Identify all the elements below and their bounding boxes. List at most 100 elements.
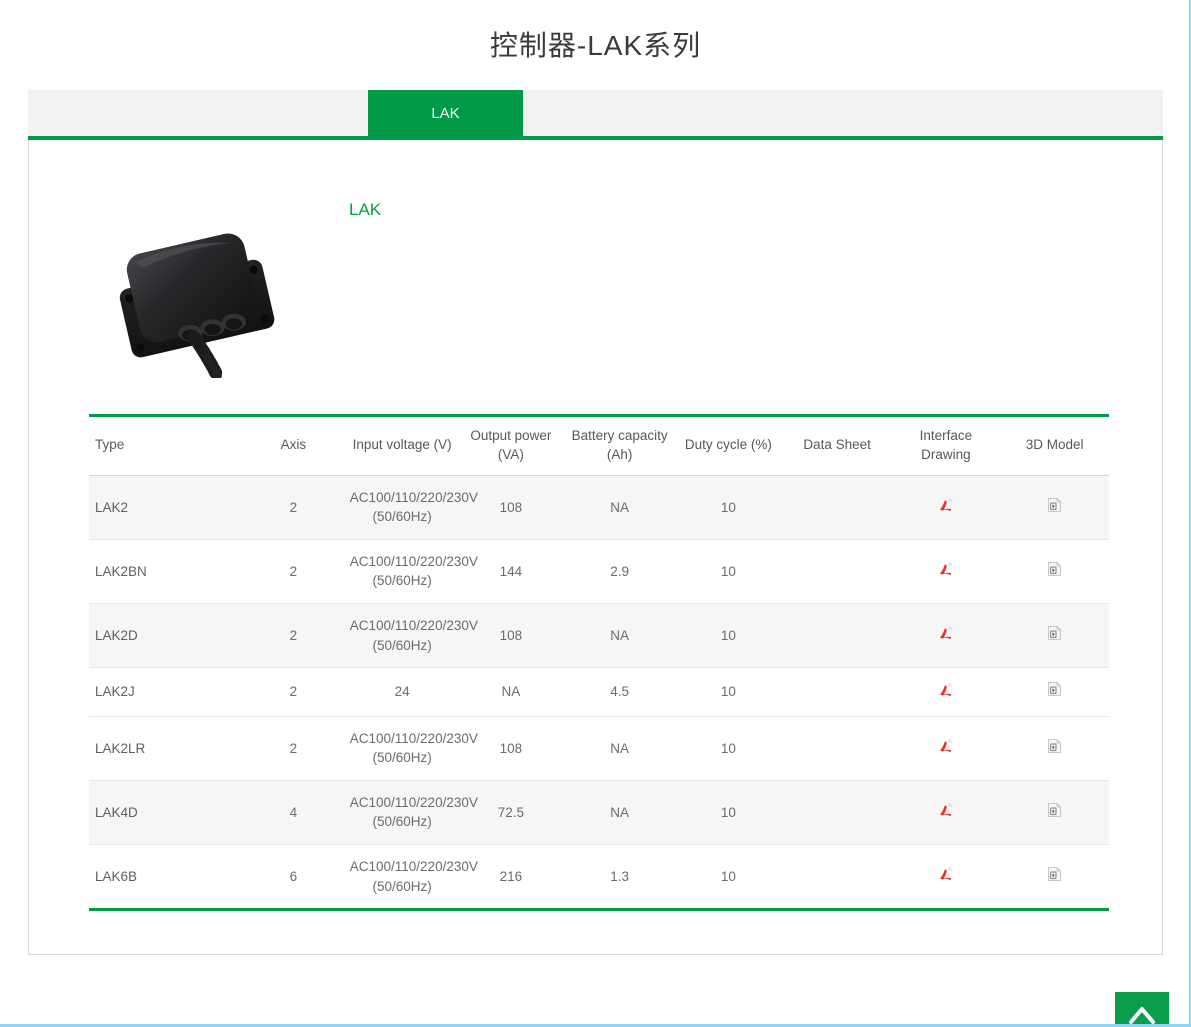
cell-battery-capacity: NA [565,475,674,540]
cell-3d-model [1000,603,1109,669]
table-row: LAK2LR 2 AC100/110/220/230V (50/60Hz) 10… [89,716,1109,781]
table-row: LAK2D 2 AC100/110/220/230V (50/60Hz) 108… [89,603,1109,669]
cell-output-power: 108 [456,716,566,781]
cell-interface-drawing [891,780,1001,845]
table-row: LAK2BN 2 AC100/110/220/230V (50/60Hz) 14… [89,539,1109,605]
col-header-3d-model: 3D Model [1000,415,1109,476]
tab-lak[interactable]: LAK [368,90,523,136]
cell-data-sheet [782,780,892,845]
cell-axis: 2 [239,716,348,781]
cell-data-sheet [782,539,892,605]
cell-duty-cycle: 10 [674,603,783,669]
cell-input-voltage: AC100/110/220/230V (50/60Hz) [349,858,478,894]
cell-axis: 4 [239,780,348,845]
cell-duty-cycle: 10 [674,475,783,540]
pdf-icon[interactable] [937,681,954,698]
cell-duty-cycle: 10 [674,667,783,717]
cell-output-power: 108 [456,603,566,669]
back-to-top-button[interactable] [1115,992,1169,1027]
cell-input-voltage: 24 [347,667,457,717]
spec-table-wrap: Type Axis Input voltage (V) Output power… [89,414,1109,912]
table-row: LAK6B 6 AC100/110/220/230V (50/60Hz) 216… [89,844,1109,909]
cell-duty-cycle: 10 [674,716,783,781]
table-body: LAK2 2 AC100/110/220/230V (50/60Hz) 108 … [89,475,1109,909]
cell-3d-model [1000,780,1109,845]
3d-model-icon[interactable] [1046,801,1063,819]
cell-type: LAK4D [89,780,239,845]
3d-model-icon[interactable] [1046,496,1063,514]
3d-model-icon[interactable] [1046,560,1063,578]
cell-battery-capacity: NA [565,603,674,669]
cell-type: LAK2J [89,667,239,717]
cell-interface-drawing [891,539,1001,605]
pdf-icon[interactable] [937,624,954,641]
cell-type: LAK2D [89,603,239,669]
3d-model-icon[interactable] [1046,624,1063,642]
cell-type: LAK6B [95,868,138,884]
cell-type: LAK2LR [89,716,239,781]
cell-duty-cycle: 10 [720,868,736,884]
pdf-icon[interactable] [937,496,954,513]
pdf-icon[interactable] [937,737,954,754]
table-row: LAK2J 2 24 NA 4.5 10 [89,667,1109,717]
cell-3d-model [1000,539,1109,605]
pdf-icon[interactable] [937,560,954,577]
cell-interface-drawing [891,475,1001,540]
cell-data-sheet [782,716,892,781]
tab-lak-label: LAK [431,104,460,122]
cell-battery-capacity: 2.9 [565,539,674,605]
cell-data-sheet [782,603,892,669]
cell-input-voltage: AC100/110/220/230V (50/60Hz) [347,603,478,669]
pdf-icon[interactable] [937,801,954,818]
cell-type: LAK2 [89,475,239,540]
cell-interface-drawing [891,603,1001,669]
cell-input-voltage: AC100/110/220/230V (50/60Hz) [347,539,478,605]
cell-data-sheet [782,667,892,717]
cell-output-power: NA [456,667,566,717]
cell-output-power: 108 [456,475,566,540]
col-header-duty-cycle: Duty cycle (%) [674,415,783,476]
cell-3d-model [1000,667,1109,717]
cell-input-voltage: AC100/110/220/230V (50/60Hz) [347,475,478,540]
3d-model-icon[interactable] [1046,737,1063,755]
tab-underline [28,136,1163,140]
cell-battery-capacity: 1.3 [610,868,630,884]
viewport-edge-bottom [0,1024,1191,1027]
cell-3d-model [1000,716,1109,781]
cell-axis: 2 [239,603,348,669]
cell-output-power: 216 [499,868,523,884]
cell-battery-capacity: NA [565,780,674,845]
product-photo-lak-controller [119,233,275,378]
cell-interface-drawing [891,716,1001,781]
cell-data-sheet [782,475,892,540]
table-row: LAK2 2 AC100/110/220/230V (50/60Hz) 108 … [89,475,1109,540]
cell-3d-model [1000,475,1109,540]
cell-battery-capacity: 4.5 [565,667,674,717]
cell-axis: 6 [289,868,298,884]
cell-duty-cycle: 10 [674,780,783,845]
cell-interface-drawing [892,844,1001,909]
col-header-input-voltage: Input voltage (V) [347,415,457,476]
cell-axis: 2 [239,539,348,605]
tab-bar: LAK [28,90,1163,136]
3d-model-icon[interactable] [1046,865,1063,883]
content-panel: LAK Type Axis Input voltage (V) Output p… [28,140,1163,955]
col-header-output-power: Output power (VA) [456,415,566,476]
page-title: 控制器-LAK系列 [489,30,702,61]
cell-3d-model [1000,844,1109,909]
cell-battery-capacity: NA [565,716,674,781]
3d-model-icon[interactable] [1046,680,1063,698]
pdf-icon[interactable] [937,865,954,882]
cell-input-voltage: AC100/110/220/230V (50/60Hz) [347,716,478,781]
cell-output-power: 144 [456,539,566,605]
cell-type: LAK2BN [89,539,239,605]
cell-axis: 2 [239,667,348,717]
col-header-interface-drawing: Interface Drawing [891,415,1001,476]
cell-axis: 2 [239,475,348,540]
product-heading: LAK [349,200,382,219]
cell-output-power: 72.5 [456,780,566,845]
chevron-up-icon [1129,1007,1155,1024]
col-header-data-sheet: Data Sheet [782,415,892,476]
viewport-edge-right [1189,0,1191,1027]
